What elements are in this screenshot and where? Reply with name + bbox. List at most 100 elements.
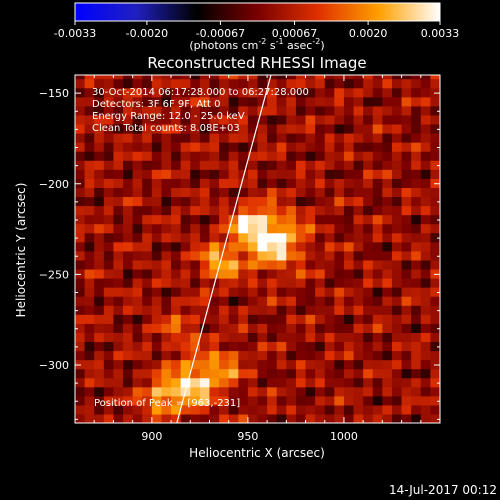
heatmap-cell [247,287,259,297]
heatmap-cell [343,259,355,270]
heatmap-cell [161,341,172,352]
heatmap-cell [94,314,105,324]
heatmap-cell [315,223,326,234]
heatmap-cell [411,359,422,370]
heatmap-cell [305,133,316,143]
heatmap-cell [75,259,86,270]
heatmap-cell [190,413,201,423]
heatmap-cell [363,169,374,179]
heatmap-cell [142,341,153,352]
heatmap-cell [295,314,307,324]
heatmap-cell [151,341,163,352]
heatmap-cell [267,250,278,261]
heatmap-cell [142,413,153,423]
heatmap-cell [238,241,249,252]
heatmap-cell [382,142,393,152]
heatmap-cell [305,169,316,179]
colorbar-tick-label: -0.0020 [126,27,168,40]
heatmap-cell [84,151,95,161]
heatmap-cell [334,395,345,406]
heatmap-cell [238,377,249,388]
heatmap-cell [391,332,403,343]
heatmap-cell [84,75,95,80]
heatmap-cell [382,178,393,188]
heatmap-cell [286,114,297,125]
heatmap-cell [84,323,95,333]
heatmap-cell [180,287,191,297]
heatmap-cell [123,114,134,125]
heatmap-cell [411,178,422,188]
heatmap-cell [209,305,220,315]
heatmap-cell [315,87,326,98]
heatmap-cell [276,323,287,333]
heatmap-cell [315,250,326,261]
heatmap-cell [343,169,355,179]
heatmap-cell [267,142,278,152]
heatmap-cell [295,205,307,216]
heatmap-cell [75,178,86,188]
heatmap-cell [363,305,374,315]
heatmap-cell [161,278,172,288]
heatmap-cell [401,268,412,279]
heatmap-cell [363,241,374,252]
heatmap-cell [209,332,220,343]
heatmap-cell [94,268,105,279]
heatmap-cell [324,232,335,243]
heatmap-cell [84,395,95,406]
heatmap-cell [382,160,393,170]
heatmap-cell [84,268,95,279]
heatmap-cell [113,133,124,143]
heatmap-cell [94,332,105,343]
heatmap-cell [353,142,364,152]
heatmap-cell [411,105,422,116]
heatmap-cell [276,341,287,352]
heatmap-cell [343,359,355,370]
heatmap-cell [171,142,182,152]
heatmap-cell [190,250,201,261]
heatmap-cell [113,368,124,379]
heatmap-cell [238,287,249,297]
heatmap-cell [238,386,249,397]
heatmap-cell [84,377,95,388]
heatmap-cell [171,413,182,423]
heatmap-cell [247,259,259,270]
heatmap-cell [411,413,422,423]
heatmap-cell [103,151,115,161]
heatmap-cell [151,151,163,161]
heatmap-cell [75,214,86,225]
heatmap-cell [161,296,172,306]
heatmap-cell [286,105,297,116]
heatmap-cell [315,386,326,397]
heatmap-cell [132,287,143,297]
heatmap-cell [334,187,345,198]
heatmap-cell [420,386,431,397]
heatmap-cell [401,214,412,225]
heatmap-cell [391,160,403,170]
heatmap-cell [123,359,134,370]
heatmap-cell [343,377,355,388]
heatmap-cell [382,323,393,333]
heatmap-cell [113,377,124,388]
heatmap-cell [113,223,124,234]
heatmap-cell [382,75,393,80]
heatmap-cell [276,123,287,134]
heatmap-cell [180,78,191,89]
heatmap-cell [84,169,95,179]
heatmap-cell [430,78,440,89]
heatmap-cell [276,413,287,423]
heatmap-cell [151,196,163,207]
heatmap-cell [267,395,278,406]
heatmap-cell [295,268,307,279]
annotation-time-range: 30-Oct-2014 06:17:28.000 to 06:27:28.000 [92,87,309,98]
heatmap-cell [132,241,143,252]
heatmap-cell [228,78,239,89]
heatmap-cell [334,268,345,279]
heatmap-cell [305,350,316,361]
heatmap-cell [161,142,172,152]
heatmap-cell [228,196,239,207]
heatmap-cell [180,350,191,361]
heatmap-cell [372,250,383,261]
heatmap-cell [238,196,249,207]
heatmap-cell [123,105,134,116]
heatmap-cell [286,133,297,143]
